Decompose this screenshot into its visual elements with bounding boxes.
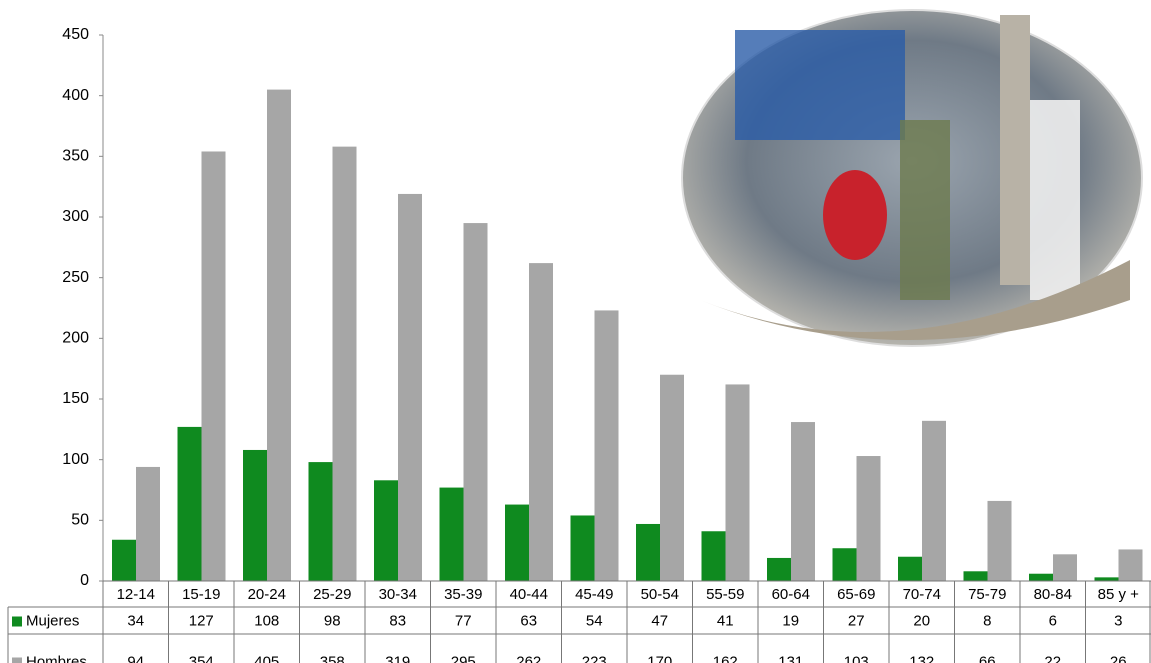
table-cell: 83 xyxy=(389,612,406,629)
table-cell: 132 xyxy=(909,653,934,663)
table-cell: 54 xyxy=(586,612,603,629)
bar xyxy=(505,505,529,581)
bar xyxy=(136,467,160,581)
x-tick-label: 75-79 xyxy=(968,586,1006,603)
x-tick-label: 40-44 xyxy=(510,586,548,603)
chart: 0501001502002503003504004503412710898837… xyxy=(0,0,1151,663)
bar xyxy=(1095,577,1119,581)
table-cell: 170 xyxy=(647,653,672,663)
legend-label: Mujeres xyxy=(26,612,79,629)
table-cell: 8 xyxy=(983,612,991,629)
table-cell: 223 xyxy=(582,653,607,663)
y-tick-label: 300 xyxy=(62,208,89,225)
bar xyxy=(464,223,488,581)
bar xyxy=(1119,549,1143,581)
x-tick-label: 50-54 xyxy=(641,586,679,603)
x-tick-label: 30-34 xyxy=(379,586,417,603)
x-tick-label: 15-19 xyxy=(182,586,220,603)
x-tick-label: 12-14 xyxy=(117,586,155,603)
bar xyxy=(267,90,291,581)
table-cell: 27 xyxy=(848,612,865,629)
bar xyxy=(595,310,619,581)
bar xyxy=(398,194,422,581)
bar xyxy=(243,450,267,581)
y-tick-label: 150 xyxy=(62,390,89,407)
x-tick-label: 20-24 xyxy=(248,586,286,603)
table-cell: 77 xyxy=(455,612,472,629)
x-tick-label: 80-84 xyxy=(1034,586,1072,603)
bar xyxy=(898,557,922,581)
table-cell: 103 xyxy=(844,653,869,663)
bar xyxy=(178,427,202,581)
table-cell: 34 xyxy=(127,612,144,629)
legend-swatch xyxy=(12,617,22,627)
x-tick-label: 60-64 xyxy=(772,586,810,603)
y-tick-label: 400 xyxy=(62,87,89,104)
bar xyxy=(571,515,595,581)
bar xyxy=(333,147,357,581)
y-tick-label: 50 xyxy=(71,512,89,529)
table-cell: 20 xyxy=(913,612,930,629)
x-tick-label: 45-49 xyxy=(575,586,613,603)
legend-label: Hombres xyxy=(26,653,87,663)
bar xyxy=(857,456,881,581)
table-cell: 66 xyxy=(979,653,996,663)
table-cell: 22 xyxy=(1044,653,1061,663)
legend-swatch xyxy=(12,658,22,663)
table-cell: 405 xyxy=(254,653,279,663)
bar xyxy=(529,263,553,581)
table-cell: 262 xyxy=(516,653,541,663)
bar xyxy=(964,571,988,581)
table-cell: 6 xyxy=(1049,612,1057,629)
y-tick-label: 200 xyxy=(62,330,89,347)
y-tick-label: 450 xyxy=(62,26,89,43)
table-cell: 358 xyxy=(320,653,345,663)
bar xyxy=(922,421,946,581)
x-tick-label: 70-74 xyxy=(903,586,941,603)
table-cell: 295 xyxy=(451,653,476,663)
table-cell: 354 xyxy=(189,653,214,663)
table-cell: 131 xyxy=(778,653,803,663)
table-cell: 47 xyxy=(651,612,668,629)
bar xyxy=(1029,574,1053,581)
table-cell: 108 xyxy=(254,612,279,629)
bar xyxy=(988,501,1012,581)
table-cell: 26 xyxy=(1110,653,1127,663)
bar xyxy=(767,558,791,581)
bar xyxy=(309,462,333,581)
bar xyxy=(374,480,398,581)
x-tick-label: 65-69 xyxy=(837,586,875,603)
bar xyxy=(1053,554,1077,581)
table-cell: 63 xyxy=(520,612,537,629)
table-cell: 127 xyxy=(189,612,214,629)
bar xyxy=(112,540,136,581)
table-cell: 41 xyxy=(717,612,734,629)
bar xyxy=(202,151,226,581)
bar xyxy=(833,548,857,581)
x-tick-label: 35-39 xyxy=(444,586,482,603)
bar xyxy=(791,422,815,581)
x-tick-label: 85 y + xyxy=(1098,586,1140,603)
bar xyxy=(702,531,726,581)
y-tick-label: 350 xyxy=(62,148,89,165)
bar xyxy=(440,488,464,581)
bar xyxy=(660,375,684,581)
y-tick-label: 250 xyxy=(62,269,89,286)
bar xyxy=(636,524,660,581)
x-tick-label: 25-29 xyxy=(313,586,351,603)
x-tick-label: 55-59 xyxy=(706,586,744,603)
bar xyxy=(726,384,750,581)
table-cell: 19 xyxy=(782,612,799,629)
table-cell: 94 xyxy=(127,653,144,663)
table-cell: 3 xyxy=(1114,612,1122,629)
table-cell: 319 xyxy=(385,653,410,663)
table-cell: 162 xyxy=(713,653,738,663)
table-cell: 98 xyxy=(324,612,341,629)
photo xyxy=(682,10,1142,346)
y-tick-label: 0 xyxy=(80,572,89,589)
y-tick-label: 100 xyxy=(62,451,89,468)
